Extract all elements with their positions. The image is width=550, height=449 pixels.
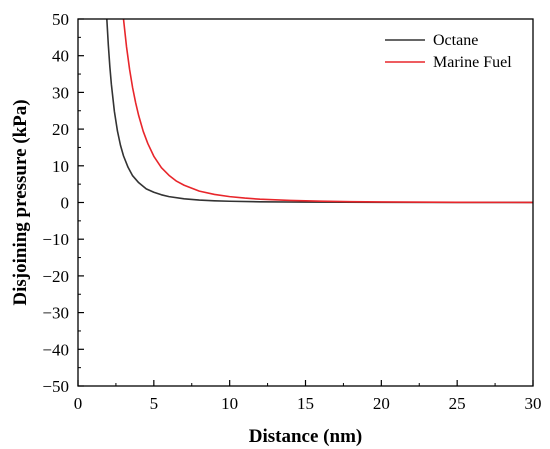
y-tick-label: 50: [52, 10, 69, 29]
legend-label-octane: Octane: [433, 32, 478, 49]
y-tick-label: 30: [52, 83, 69, 102]
y-tick-label: −50: [42, 377, 69, 396]
x-tick-label: 20: [373, 394, 390, 413]
y-tick-label: −10: [42, 230, 69, 249]
x-axis-title: Distance (nm): [249, 426, 362, 447]
plot-lines: [106, 19, 533, 204]
x-tick-label: 15: [297, 394, 314, 413]
x-tick-label: 10: [221, 394, 238, 413]
x-tick-label: 0: [74, 394, 83, 413]
x-tick-label: 5: [150, 394, 159, 413]
y-tick-label: −30: [42, 304, 69, 323]
y-axis-title: Disjoining pressure (kPa): [10, 99, 31, 305]
series-line-marine-fuel: [122, 19, 533, 204]
y-tick-label: 10: [52, 157, 69, 176]
x-tick-label: 30: [525, 394, 542, 413]
series-line-octane: [106, 19, 533, 204]
axes: 0 5 10 15 20 25 30 −50 −40 −30 −20 −10 0 10 20 30 40 50: [42, 10, 541, 413]
y-tick-label: −40: [42, 340, 69, 359]
y-tick-label: 0: [61, 194, 70, 213]
legend: Octane Marine Fuel: [385, 32, 512, 71]
y-tick-label: 40: [52, 47, 69, 66]
y-tick-label: 20: [52, 120, 69, 139]
y-tick-label: −20: [42, 267, 69, 286]
x-tick-label: 25: [449, 394, 466, 413]
legend-label-marine-fuel: Marine Fuel: [433, 54, 512, 71]
